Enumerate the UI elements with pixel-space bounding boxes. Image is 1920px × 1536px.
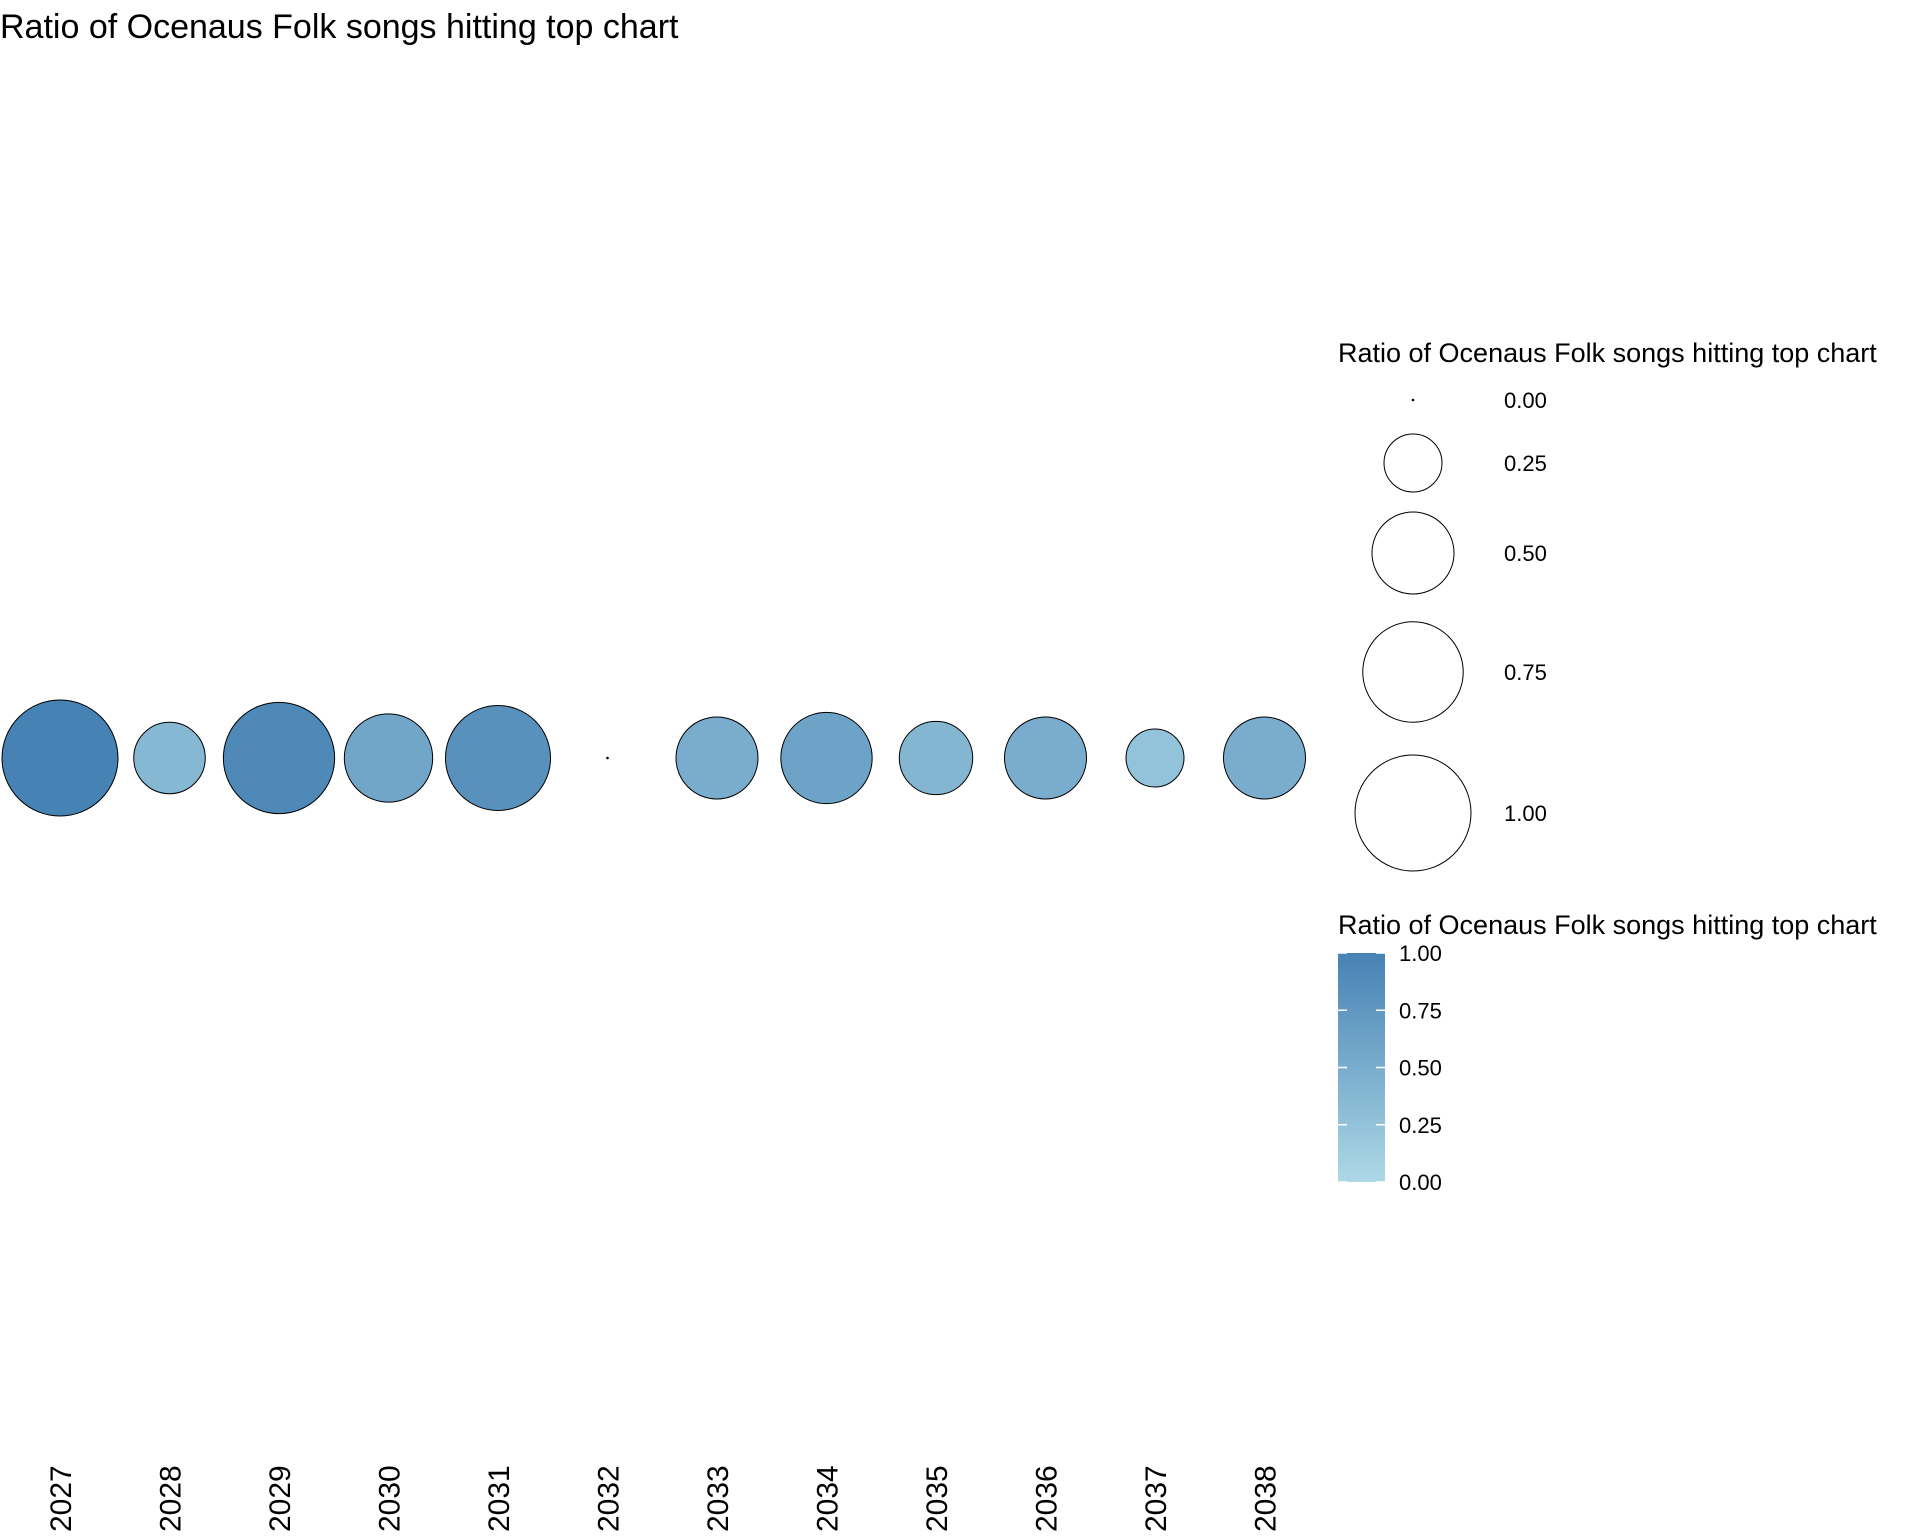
color-legend-label-4: 1.00	[1399, 941, 1442, 966]
x-tick-label-2037: 2037	[1140, 1465, 1173, 1532]
bubble-2029	[222, 701, 336, 815]
bubble-2038	[1222, 716, 1307, 800]
size-legend-label-2: 0.50	[1504, 541, 1547, 566]
x-axis-tick-labels: 2027 2028 2029 2030 2031 2032 2033 2034 2035 2036…	[45, 1465, 1283, 1532]
x-tick-label-2036: 2036	[1031, 1465, 1064, 1532]
size-legend-key-0	[1411, 398, 1415, 402]
x-tick-label-2028: 2028	[155, 1465, 188, 1532]
color-legend-label-0: 0.00	[1399, 1170, 1442, 1195]
size-legend-label-1: 0.25	[1504, 451, 1547, 476]
x-tick-label-2035: 2035	[921, 1465, 954, 1532]
x-tick-label-2027: 2027	[45, 1465, 78, 1532]
color-legend-title: Ratio of Ocenaus Folk songs hitting top …	[1338, 910, 1877, 940]
x-tick-label-2033: 2033	[702, 1465, 735, 1532]
bubble-2032	[606, 756, 609, 760]
size-legend-key-1	[1383, 433, 1443, 493]
bubble-2037	[1125, 728, 1185, 788]
size-legend-key-2	[1371, 511, 1455, 595]
size-legend-label-0: 0.00	[1504, 388, 1547, 413]
color-legend: Ratio of Ocenaus Folk songs hitting top …	[1338, 910, 1877, 1195]
bubble-2030	[343, 713, 434, 803]
bubble-2027	[1, 699, 119, 817]
x-tick-label-2030: 2030	[374, 1465, 407, 1532]
x-tick-label-2032: 2032	[593, 1465, 626, 1532]
x-tick-label-2029: 2029	[264, 1465, 297, 1532]
bubble-2033	[675, 716, 759, 800]
x-tick-label-2038: 2038	[1250, 1465, 1283, 1532]
size-legend-label-4: 1.00	[1504, 801, 1547, 826]
color-legend-label-3: 0.75	[1399, 998, 1442, 1023]
color-legend-label-2: 0.50	[1399, 1056, 1442, 1081]
bubble-2031	[444, 704, 552, 812]
bubble-2034	[780, 711, 873, 805]
size-legend-title: Ratio of Ocenaus Folk songs hitting top …	[1338, 338, 1877, 368]
bubbles-layer	[1, 699, 1307, 817]
color-legend-label-1: 0.25	[1399, 1113, 1442, 1138]
bubble-2035	[898, 720, 974, 796]
size-legend-key-3	[1362, 621, 1464, 723]
size-legend: Ratio of Ocenaus Folk songs hitting top …	[1338, 338, 1877, 872]
x-tick-label-2034: 2034	[812, 1465, 845, 1532]
bubble-2028	[133, 721, 206, 795]
size-legend-key-4	[1354, 754, 1472, 872]
bubble-2036	[1003, 716, 1088, 800]
chart-title: Ratio of Ocenaus Folk songs hitting top …	[0, 8, 679, 46]
size-legend-label-3: 0.75	[1504, 660, 1547, 685]
x-tick-label-2031: 2031	[483, 1465, 516, 1532]
